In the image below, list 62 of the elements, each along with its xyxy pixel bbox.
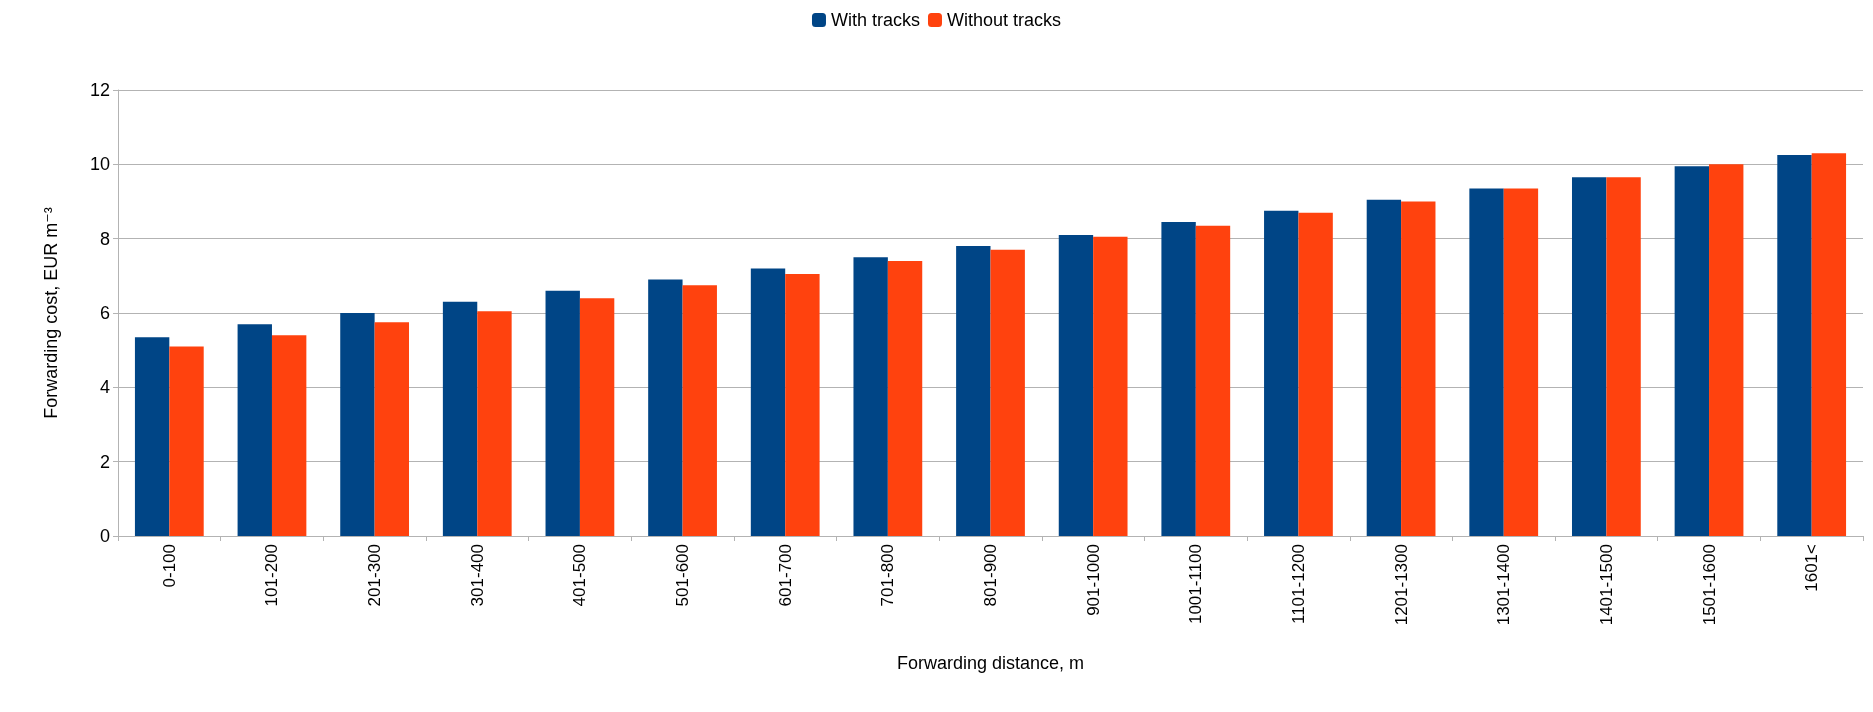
bar bbox=[990, 249, 1025, 536]
bar bbox=[682, 285, 717, 536]
bar bbox=[1709, 164, 1744, 536]
legend-label: With tracks bbox=[830, 10, 920, 30]
bar bbox=[853, 257, 888, 536]
x-tick-label: 401-500 bbox=[570, 544, 590, 607]
x-tick-label: 1401-1500 bbox=[1596, 544, 1616, 626]
x-tick-label: 201-300 bbox=[365, 544, 385, 607]
x-tick-label: 501-600 bbox=[673, 544, 693, 607]
x-tick-label: 1001-1100 bbox=[1186, 544, 1206, 625]
y-tick-label: 0 bbox=[99, 526, 110, 546]
y-tick-label: 8 bbox=[99, 228, 110, 249]
bar bbox=[374, 322, 409, 536]
x-tick-label: 1201-1300 bbox=[1391, 544, 1411, 626]
bar bbox=[1811, 153, 1847, 536]
legend-label: Without tracks bbox=[946, 10, 1062, 30]
x-tick-label: 1501-1600 bbox=[1699, 544, 1719, 626]
bar bbox=[1366, 199, 1402, 536]
bar bbox=[1298, 212, 1333, 536]
x-tick-label: 1601< bbox=[1802, 543, 1822, 592]
bar bbox=[1469, 188, 1504, 536]
y-tick-label: 6 bbox=[99, 303, 110, 323]
bar bbox=[237, 324, 272, 536]
x-tick-label: 1101-1200 bbox=[1288, 544, 1308, 625]
x-tick-label: 801-900 bbox=[981, 544, 1000, 607]
bar bbox=[648, 279, 683, 536]
bar bbox=[1093, 236, 1128, 536]
bar bbox=[442, 301, 478, 536]
x-tick-label: 701-800 bbox=[878, 544, 898, 607]
bar bbox=[477, 311, 512, 536]
bar bbox=[1674, 166, 1710, 536]
bar bbox=[545, 290, 580, 536]
bar bbox=[169, 346, 204, 536]
bar bbox=[887, 260, 923, 536]
y-tick-label: 2 bbox=[99, 451, 110, 472]
x-tick-label: 101-200 bbox=[262, 544, 282, 607]
bar bbox=[579, 298, 615, 536]
y-tick-label: 4 bbox=[99, 377, 110, 398]
y-tick-label: 10 bbox=[89, 154, 110, 175]
y-tick-label: 12 bbox=[89, 80, 110, 100]
bar bbox=[1161, 221, 1196, 536]
y-axis-title: Forwarding cost, EUR m⁻³ bbox=[41, 207, 61, 419]
bar bbox=[956, 246, 991, 536]
bar bbox=[271, 335, 307, 536]
bar bbox=[134, 337, 170, 536]
bar bbox=[1777, 155, 1812, 536]
x-tick-label: 301-400 bbox=[467, 544, 487, 607]
x-tick-label: 0-100 bbox=[159, 544, 179, 588]
bar bbox=[1606, 177, 1641, 536]
x-tick-label: 601-700 bbox=[775, 544, 795, 607]
bar bbox=[1401, 201, 1436, 536]
bar bbox=[1264, 210, 1299, 536]
bar bbox=[1572, 177, 1607, 536]
bar bbox=[1058, 234, 1094, 536]
bar bbox=[750, 268, 786, 536]
x-tick-label: 901-1000 bbox=[1083, 544, 1103, 616]
bar bbox=[1195, 225, 1231, 536]
bar bbox=[785, 273, 820, 536]
x-tick-label: 1301-1400 bbox=[1494, 544, 1514, 626]
bar bbox=[1503, 188, 1539, 536]
bar bbox=[340, 313, 375, 536]
x-axis-title: Forwarding distance, m bbox=[896, 653, 1085, 673]
